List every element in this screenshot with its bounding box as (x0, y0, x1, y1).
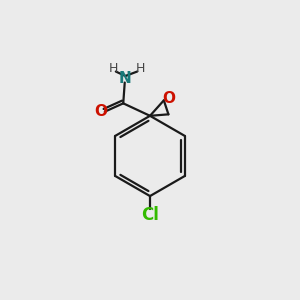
Text: N: N (119, 71, 132, 86)
Text: H: H (136, 62, 145, 75)
Text: O: O (163, 92, 176, 106)
Text: O: O (94, 104, 107, 119)
Text: Cl: Cl (141, 206, 159, 224)
Text: H: H (109, 62, 118, 75)
